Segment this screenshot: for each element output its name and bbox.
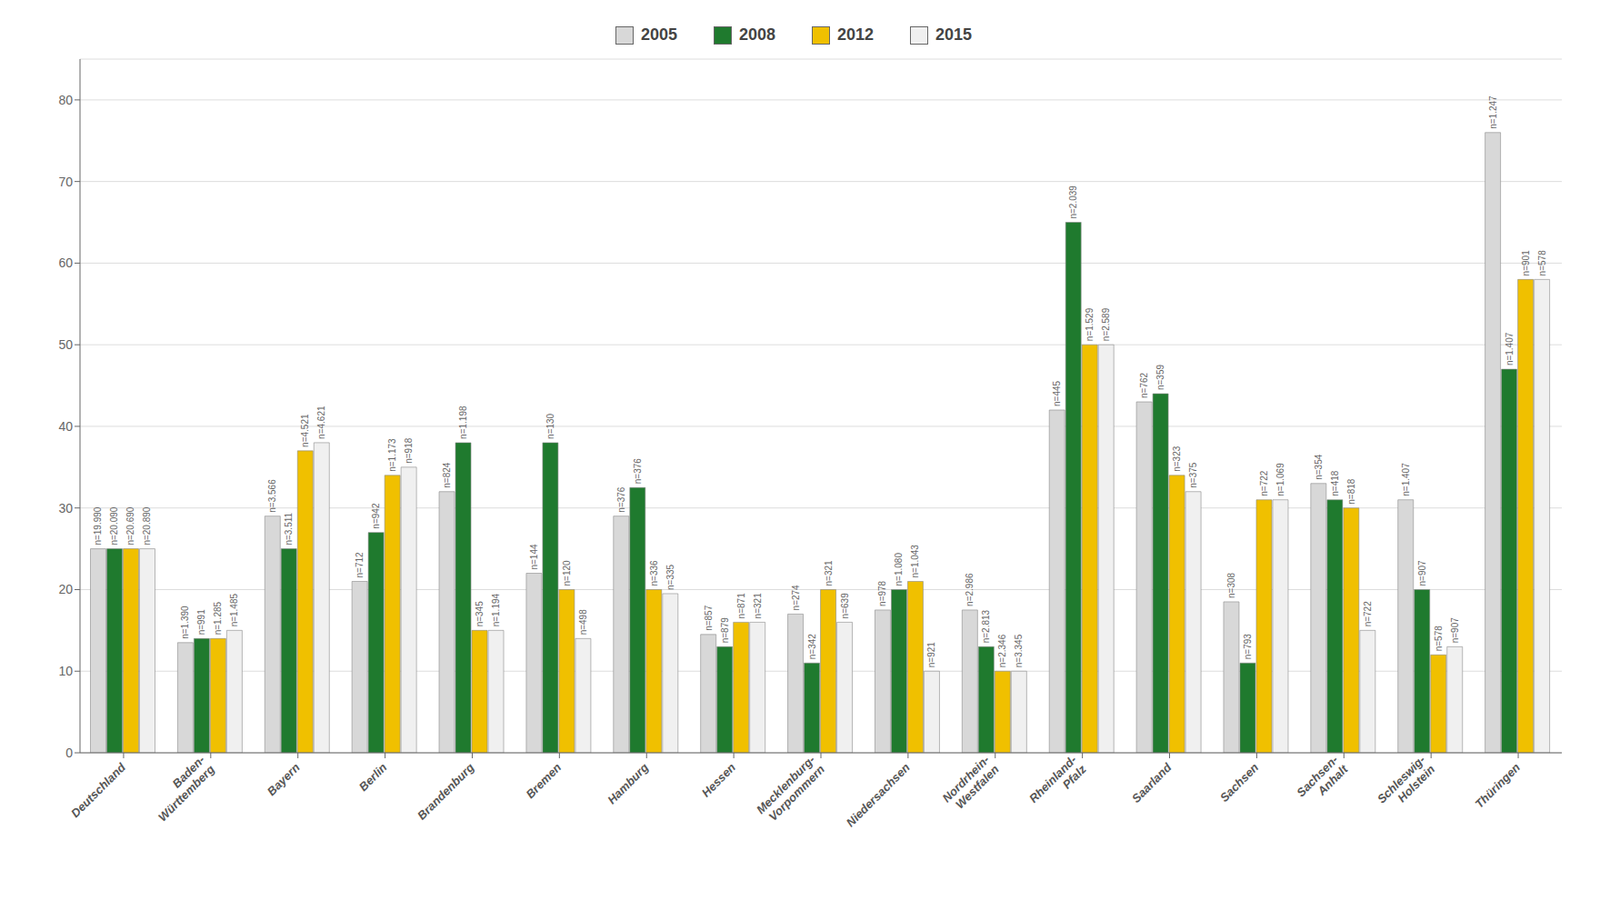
- svg-text:n=793: n=793: [1242, 633, 1253, 660]
- svg-text:n=376: n=376: [616, 486, 627, 513]
- svg-text:20: 20: [58, 581, 73, 597]
- svg-text:n=1.043: n=1.043: [910, 544, 920, 579]
- svg-text:n=144: n=144: [529, 543, 540, 570]
- svg-text:Nordrhein-Westfalen: Nordrhein-Westfalen: [940, 752, 1002, 815]
- svg-text:n=418: n=418: [1330, 470, 1340, 497]
- svg-text:n=375: n=375: [1188, 461, 1199, 489]
- svg-text:Schleswig-Holstein: Schleswig-Holstein: [1374, 752, 1438, 816]
- svg-text:n=1.198: n=1.198: [458, 405, 469, 440]
- svg-text:n=991: n=991: [196, 609, 207, 636]
- svg-text:Saarland: Saarland: [1129, 760, 1175, 806]
- svg-text:30: 30: [58, 500, 73, 516]
- svg-text:n=354: n=354: [1313, 453, 1324, 480]
- svg-text:n=3.566: n=3.566: [267, 479, 278, 513]
- html-text:2015: 2015: [935, 25, 972, 44]
- svg-text:n=1.407: n=1.407: [1504, 331, 1515, 366]
- svg-text:n=921: n=921: [926, 641, 937, 669]
- svg-text:n=4.521: n=4.521: [300, 413, 310, 448]
- svg-text:Hamburg: Hamburg: [604, 760, 651, 807]
- svg-text:n=1.080: n=1.080: [893, 552, 904, 587]
- svg-text:n=1.529: n=1.529: [1084, 307, 1095, 341]
- svg-text:n=130: n=130: [545, 412, 556, 440]
- svg-text:n=1.173: n=1.173: [387, 438, 398, 472]
- svg-text:n=120: n=120: [561, 560, 572, 587]
- svg-text:n=857: n=857: [703, 604, 714, 631]
- svg-text:80: 80: [58, 92, 73, 108]
- svg-text:n=2.039: n=2.039: [1068, 185, 1079, 220]
- svg-text:Brandenburg: Brandenburg: [414, 760, 477, 822]
- svg-text:n=498: n=498: [578, 609, 589, 636]
- svg-text:40: 40: [58, 419, 73, 434]
- svg-text:n=342: n=342: [807, 633, 818, 660]
- svg-text:n=942: n=942: [370, 502, 381, 530]
- svg-text:n=2.813: n=2.813: [980, 609, 991, 643]
- svg-text:n=2.589: n=2.589: [1100, 307, 1111, 341]
- svg-text:n=722: n=722: [1362, 600, 1373, 628]
- svg-text:n=345: n=345: [474, 600, 485, 628]
- svg-text:n=918: n=918: [403, 437, 414, 464]
- svg-text:70: 70: [58, 174, 73, 190]
- svg-text:n=712: n=712: [354, 551, 365, 579]
- svg-text:n=978: n=978: [877, 580, 888, 607]
- svg-text:Berlin: Berlin: [356, 760, 390, 794]
- svg-text:Bayern: Bayern: [264, 760, 303, 799]
- svg-text:n=1.285: n=1.285: [212, 600, 223, 635]
- svg-text:n=20.090: n=20.090: [110, 506, 120, 545]
- svg-text:n=818: n=818: [1346, 478, 1357, 505]
- svg-text:60: 60: [58, 255, 73, 270]
- svg-text:n=308: n=308: [1226, 571, 1237, 599]
- svg-text:n=907: n=907: [1450, 617, 1460, 644]
- html-text:2008: 2008: [739, 25, 776, 44]
- svg-text:n=376: n=376: [632, 458, 643, 485]
- svg-text:n=1.485: n=1.485: [229, 592, 240, 627]
- svg-text:n=445: n=445: [1051, 380, 1062, 407]
- svg-text:n=1.247: n=1.247: [1488, 95, 1499, 130]
- svg-text:n=20.690: n=20.690: [126, 506, 137, 545]
- svg-text:n=722: n=722: [1259, 470, 1270, 497]
- svg-text:n=639: n=639: [840, 592, 850, 620]
- svg-text:n=1.390: n=1.390: [180, 605, 190, 640]
- svg-text:n=274: n=274: [790, 584, 801, 611]
- svg-text:n=907: n=907: [1417, 560, 1428, 587]
- svg-text:n=336: n=336: [649, 560, 660, 587]
- svg-text:Sachsen: Sachsen: [1217, 760, 1261, 804]
- svg-text:n=20.890: n=20.890: [142, 506, 153, 545]
- svg-text:Sachsen-Anhalt: Sachsen-Anhalt: [1293, 751, 1351, 810]
- svg-text:n=578: n=578: [1433, 625, 1444, 652]
- svg-text:n=321: n=321: [752, 592, 763, 620]
- svg-text:Bremen: Bremen: [522, 760, 564, 801]
- svg-text:Deutschland: Deutschland: [68, 760, 130, 821]
- svg-text:n=762: n=762: [1139, 371, 1150, 399]
- html-text:2012: 2012: [837, 25, 874, 44]
- svg-text:0: 0: [65, 745, 73, 760]
- svg-text:n=824: n=824: [441, 461, 452, 489]
- svg-text:n=2.986: n=2.986: [964, 572, 975, 607]
- svg-text:n=901: n=901: [1520, 250, 1531, 277]
- svg-text:10: 10: [58, 663, 73, 679]
- svg-text:n=4.621: n=4.621: [316, 405, 327, 440]
- svg-text:n=879: n=879: [720, 617, 730, 644]
- svg-text:50: 50: [58, 337, 73, 352]
- svg-text:n=321: n=321: [823, 560, 834, 587]
- svg-text:Mecklenburg-Vorpommern: Mecklenburg-Vorpommern: [753, 752, 828, 827]
- svg-text:n=578: n=578: [1537, 250, 1548, 277]
- svg-text:n=3.511: n=3.511: [283, 511, 294, 545]
- svg-text:n=871: n=871: [736, 592, 747, 620]
- svg-text:n=1.194: n=1.194: [490, 592, 501, 627]
- svg-text:Thüringen: Thüringen: [1471, 760, 1523, 811]
- svg-text:n=2.346: n=2.346: [997, 633, 1008, 668]
- svg-text:n=335: n=335: [665, 563, 676, 590]
- svg-text:n=323: n=323: [1171, 445, 1182, 472]
- svg-text:n=19.990: n=19.990: [93, 506, 104, 545]
- svg-text:n=3.345: n=3.345: [1013, 633, 1024, 668]
- svg-text:Baden-Württemberg: Baden-Württemberg: [145, 752, 217, 824]
- svg-text:n=1.407: n=1.407: [1400, 462, 1411, 497]
- svg-text:n=359: n=359: [1155, 364, 1166, 391]
- svg-text:Hessen: Hessen: [699, 760, 739, 800]
- svg-text:Niedersachsen: Niedersachsen: [843, 760, 913, 830]
- html-text:2005: 2005: [640, 25, 678, 44]
- svg-text:Rheinland-Pfalz: Rheinland-Pfalz: [1026, 752, 1090, 816]
- svg-text:n=1.069: n=1.069: [1275, 462, 1286, 497]
